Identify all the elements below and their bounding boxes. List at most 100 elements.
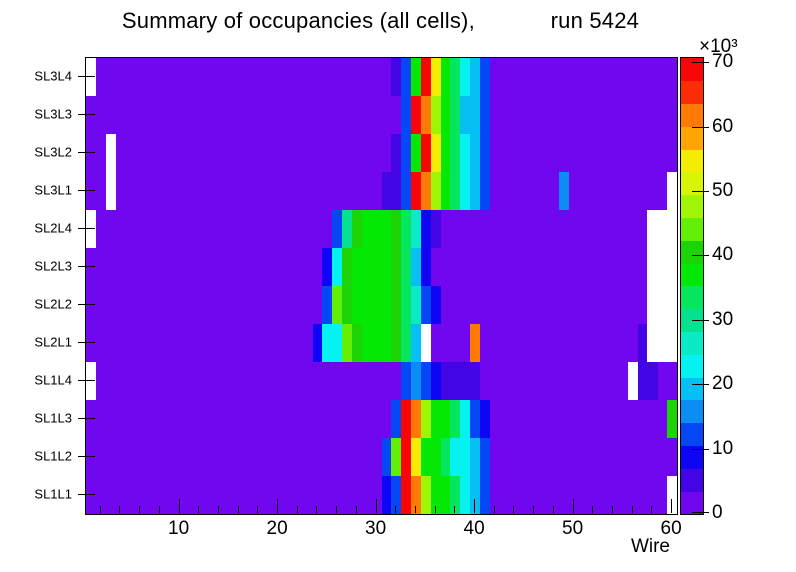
heatmap-cell xyxy=(411,362,422,400)
heatmap-cell xyxy=(391,134,402,172)
y-axis-label: SL2L3 xyxy=(34,258,72,274)
heatmap-cell xyxy=(470,438,481,476)
heatmap-cell xyxy=(371,210,382,248)
y-axis-tick xyxy=(78,114,95,115)
heatmap-cell xyxy=(440,96,451,134)
heatmap-cell xyxy=(381,172,392,210)
heatmap-cell xyxy=(460,362,471,400)
heatmap-cell xyxy=(401,248,412,286)
heatmap-cell xyxy=(401,96,412,134)
heatmap-cell xyxy=(420,210,432,248)
x-axis-minor-tick xyxy=(257,506,258,513)
y-axis-tick xyxy=(78,266,95,267)
heatmap-cell xyxy=(322,324,333,362)
y-axis-label: SL1L1 xyxy=(34,486,72,502)
heatmap-cell xyxy=(420,476,432,514)
heatmap-cell xyxy=(440,134,451,172)
y-axis-tick xyxy=(78,76,95,77)
heatmap-cell xyxy=(440,438,451,476)
heatmap-cell xyxy=(470,58,481,96)
heatmap-cell xyxy=(420,96,432,134)
heatmap-cell xyxy=(411,134,422,172)
heatmap-cell xyxy=(450,362,461,400)
heatmap-cell xyxy=(401,286,412,324)
heatmap-cell xyxy=(86,210,97,248)
heatmap-cell xyxy=(450,134,461,172)
x-axis-minor-tick xyxy=(159,506,160,513)
y-axis-label: SL1L3 xyxy=(34,410,72,426)
heatmap-cell xyxy=(371,286,382,324)
heatmap-cell xyxy=(480,438,491,476)
x-axis-minor-tick xyxy=(218,506,219,513)
y-axis-tick xyxy=(78,152,95,153)
colorbar-tick-label: 0 xyxy=(712,502,723,523)
heatmap-cell xyxy=(420,248,432,286)
heatmap-cell xyxy=(391,210,402,248)
colorbar-tick-label: 10 xyxy=(712,437,734,459)
heatmap-cell xyxy=(371,248,382,286)
heatmap-cell xyxy=(627,362,639,400)
heatmap-cell xyxy=(460,96,471,134)
colorbar-tick xyxy=(692,384,709,385)
y-axis-tick xyxy=(78,342,95,343)
x-axis-minor-tick xyxy=(119,506,120,513)
x-axis-minor-tick xyxy=(592,506,593,513)
heatmap-cell xyxy=(480,172,491,210)
colorbar-band xyxy=(681,103,703,127)
heatmap-cell xyxy=(401,438,412,476)
heatmap-cell xyxy=(411,438,422,476)
heatmap-cell xyxy=(381,286,392,324)
y-axis-label: SL2L2 xyxy=(34,296,72,312)
heatmap-cell xyxy=(480,58,491,96)
x-axis-minor-tick xyxy=(553,506,554,513)
heatmap-cell xyxy=(411,286,422,324)
heatmap-cell xyxy=(411,400,422,438)
colorbar-band xyxy=(681,217,703,241)
heatmap-cell xyxy=(470,476,481,514)
heatmap-cell xyxy=(342,286,353,324)
colorbar-band xyxy=(681,331,703,355)
colorbar-band xyxy=(681,377,703,401)
heatmap-cell xyxy=(381,476,392,514)
heatmap-cell xyxy=(420,324,432,362)
heatmap-cell xyxy=(342,210,353,248)
heatmap-cell xyxy=(430,210,442,248)
x-axis-minor-tick xyxy=(395,506,396,513)
heatmap-cell xyxy=(647,210,658,248)
colorbar-tick-label: 70 xyxy=(712,51,734,73)
colorbar xyxy=(680,57,704,515)
heatmap-cell xyxy=(411,476,422,514)
heatmap-cell xyxy=(657,210,668,248)
heatmap-cell xyxy=(371,324,382,362)
heatmap-cell xyxy=(411,248,422,286)
heatmap-cell xyxy=(450,476,461,514)
heatmap-cell xyxy=(381,248,392,286)
heatmap-cell xyxy=(391,400,402,438)
heatmap-cell xyxy=(647,324,658,362)
heatmap-cell xyxy=(480,476,491,514)
colorbar-band xyxy=(681,445,703,469)
heatmap-cell xyxy=(361,286,373,324)
heatmap-cell xyxy=(391,58,402,96)
x-axis-major-tick xyxy=(671,499,672,513)
heatmap-cell xyxy=(411,96,422,134)
colorbar-band xyxy=(681,286,703,310)
heatmap-cell xyxy=(411,172,422,210)
y-axis-tick xyxy=(78,228,95,229)
heatmap-cell xyxy=(558,172,570,210)
heatmap-cell xyxy=(637,362,648,400)
colorbar-band xyxy=(681,149,703,173)
heatmap-cell xyxy=(381,438,392,476)
heatmap-cell xyxy=(667,324,677,362)
y-axis-tick xyxy=(78,190,95,191)
x-axis-minor-tick xyxy=(336,506,337,513)
heatmap-cell xyxy=(332,286,343,324)
x-axis-minor-tick xyxy=(651,506,652,513)
y-axis-label: SL1L4 xyxy=(34,372,72,388)
colorbar-tick-label: 40 xyxy=(712,244,734,266)
heatmap-cell xyxy=(637,324,648,362)
heatmap-cell xyxy=(450,438,461,476)
colorbar-band xyxy=(681,468,703,492)
heatmap-cell xyxy=(470,172,481,210)
